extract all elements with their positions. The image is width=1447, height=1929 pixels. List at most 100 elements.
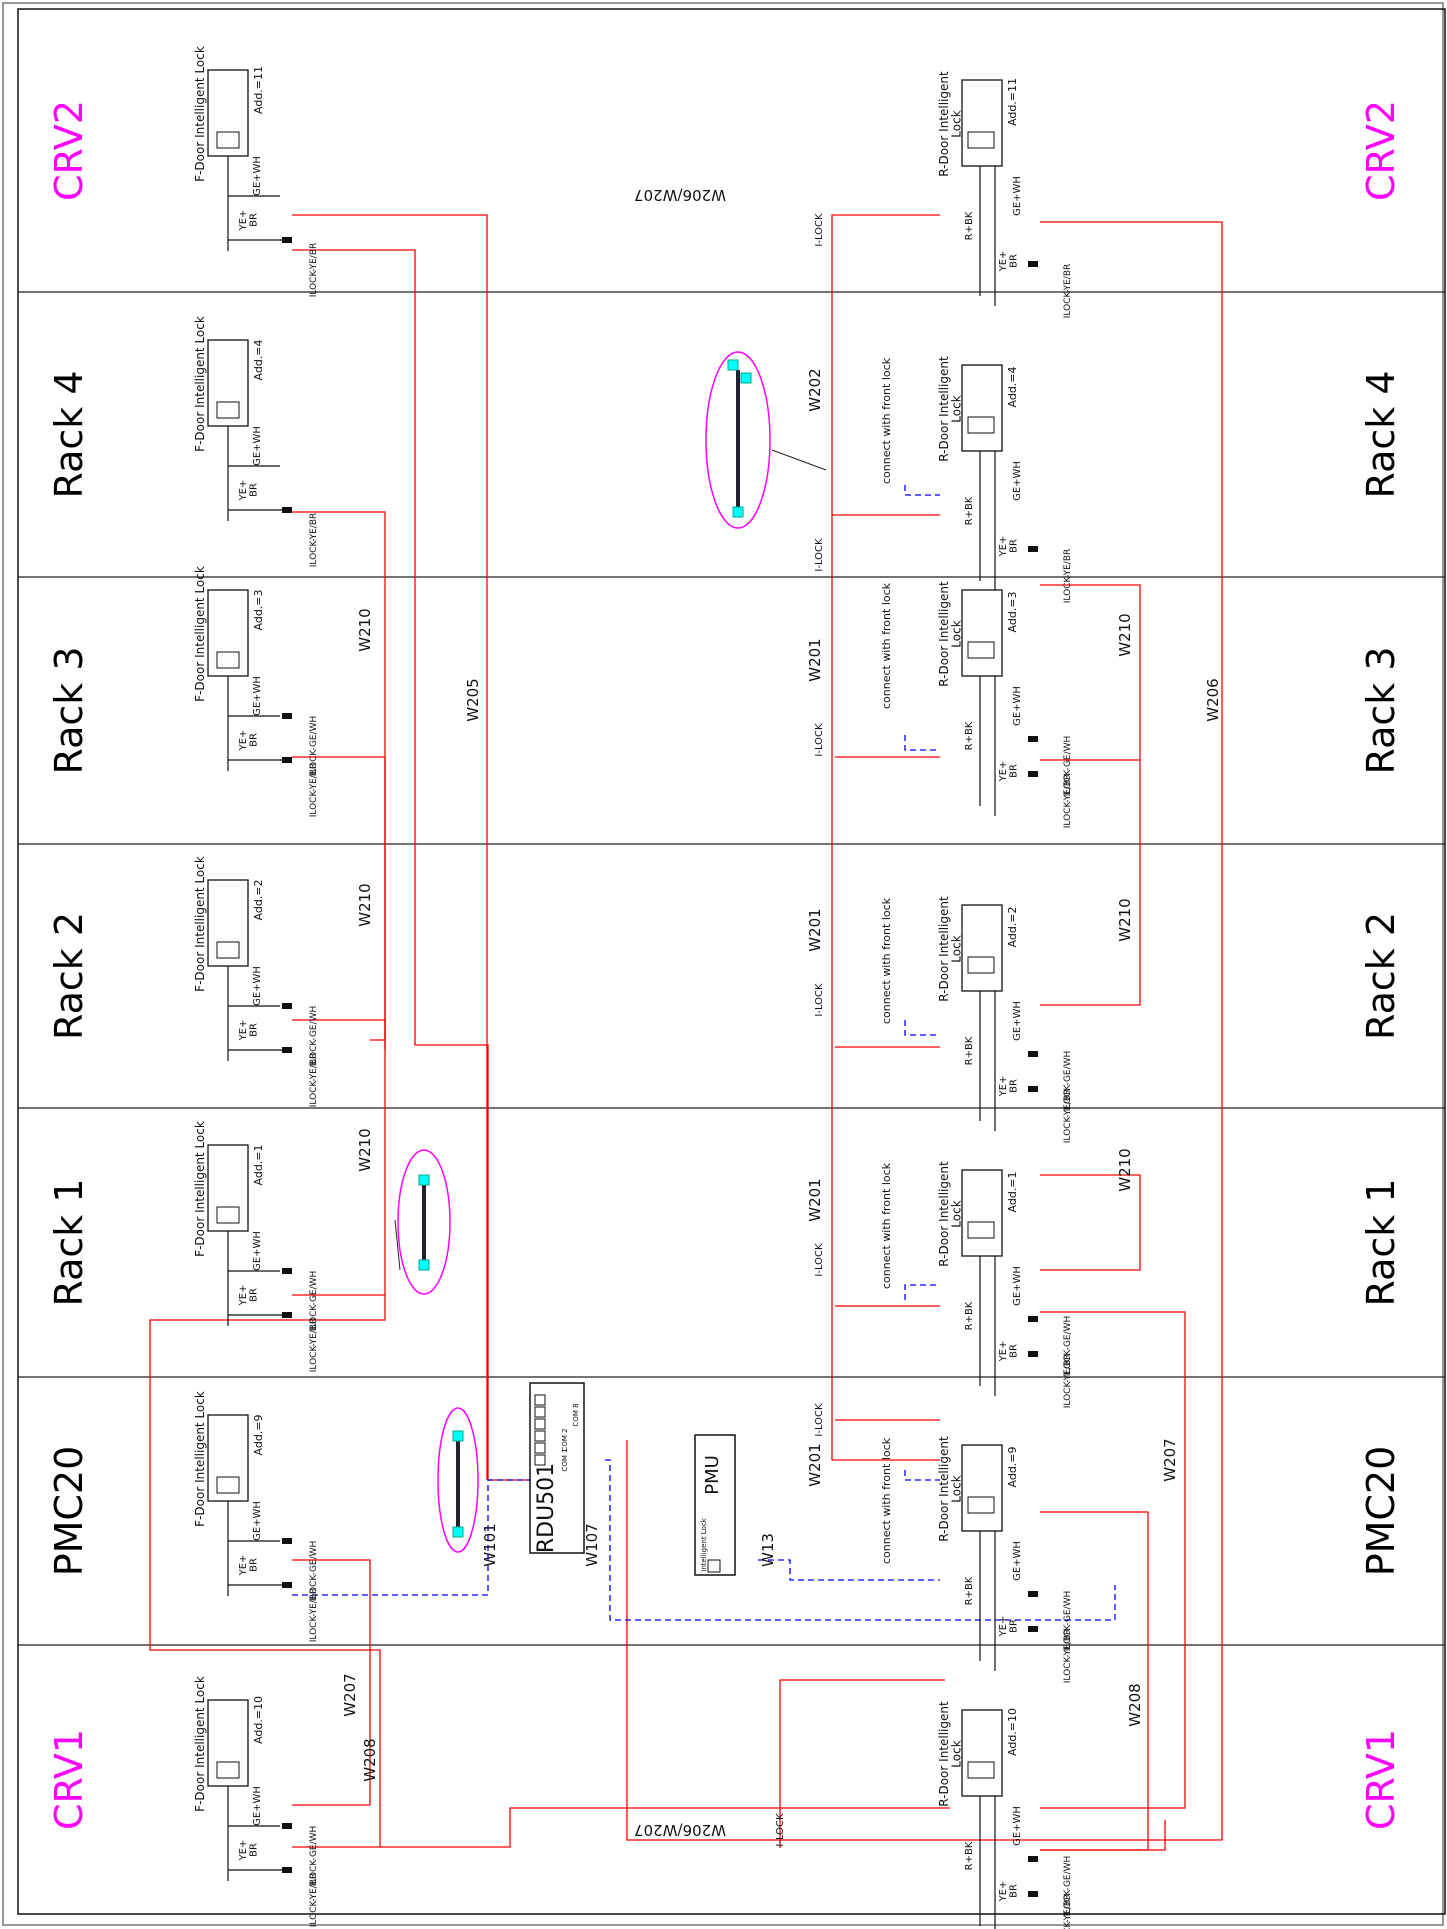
ilock-label-4-group: I-LOCK [814, 1243, 825, 1277]
rear-lock-address: Add.=1 [1006, 1171, 1019, 1212]
rear-lock-title: Lock [950, 1200, 964, 1227]
front-lock-title-group: F-Door Intelligent Lock [193, 46, 207, 182]
front-lock-address: Add.=1 [252, 1144, 265, 1185]
pmu-port [707, 1559, 721, 1573]
rear-lock-plate [967, 1221, 995, 1239]
row-label-left-rack4: Rack 4 [47, 370, 91, 498]
rear-lock-connector-label-group: ILOCK-YE/BR [1063, 1354, 1073, 1409]
front-lock-body [207, 1144, 249, 1232]
row-label-left-rack4-group: Rack 4 [47, 370, 91, 498]
rear-lock-pin: YE+ [998, 1076, 1009, 1098]
blue-wire-1 [605, 1459, 1116, 1621]
wire-label-7-group: W210 [1116, 1148, 1134, 1191]
front-lock-pin-group: GE+WH [252, 676, 263, 716]
front-lock-connector-label: ILOCK-GE/WH [309, 1826, 319, 1887]
rear-lock-pin-group: YE+ BR [998, 536, 1020, 558]
blue-wire-7 [904, 485, 940, 496]
rdu-label: RDU501 [534, 1463, 559, 1553]
rear-lock-pin: GE+WH [1012, 176, 1023, 216]
red-wire-17 [1040, 584, 1141, 1006]
rdu-com2-group: COM 2 [561, 1428, 569, 1451]
wire-label-19-group: W13 [759, 1533, 777, 1567]
rear-lock-connector-label: ILOCK-GE/WH [1063, 736, 1073, 797]
rear-lock-plate [967, 131, 995, 149]
ilock-label-5-group: I-LOCK [814, 1403, 825, 1437]
front-lock-pin: GE+WH [252, 966, 263, 1006]
wire-label-4-group: W210 [356, 1128, 374, 1171]
blue-wire-6 [904, 735, 940, 751]
rear-lock-address-group: Add.=11 [1006, 78, 1019, 126]
front-lock-connector-label: ILOCK-GE/WH [309, 1006, 319, 1067]
front-lock-address-group: Add.=4 [252, 339, 265, 380]
front-lock-connector [282, 1312, 292, 1318]
red-wire-3 [149, 756, 386, 1847]
front-lock-connector-label-group: ILOCK-YE/BR [309, 763, 319, 818]
front-lock-pin: BR [249, 1558, 260, 1572]
front-lock-pin: BR [249, 213, 260, 227]
wire-label-12-group: W201 [806, 1443, 824, 1486]
rear-lock-connector-label-group: ILOCK-GE/WH [1063, 736, 1073, 797]
rear-lock-address: Add.=11 [1006, 78, 1019, 126]
rear-lock-title: R-Door Intelligent [937, 1701, 951, 1807]
pmu-box [694, 1434, 736, 1576]
front-lock-pin: GE+WH [252, 156, 263, 196]
front-lock-pin-group: YE+ BR [238, 210, 260, 232]
red-wire-19 [626, 221, 1223, 1841]
front-lock-address-group: Add.=11 [252, 66, 265, 114]
wire-label-6-group: W210 [1116, 898, 1134, 941]
rear-lock-body [961, 1709, 1003, 1797]
front-lock-connector-label: ILOCK-YE/BR [309, 243, 319, 298]
ilock-label-3-group: I-LOCK [814, 983, 825, 1017]
rear-lock-address: Add.=2 [1006, 906, 1019, 947]
rear-lock-connector [1028, 1626, 1038, 1632]
row-label-left-rack2: Rack 2 [47, 912, 91, 1040]
wire-label-w206-w207-bottom: W206/W207 [634, 1821, 726, 1839]
front-lock-pin: GE+WH [252, 426, 263, 466]
rear-lock-pin-group: GE+WH [1012, 1266, 1023, 1306]
front-lock-pin: YE+ [238, 480, 249, 502]
row-label-left-crv1-group: CRV1 [47, 1729, 91, 1830]
wire-label-12: W201 [806, 1443, 824, 1486]
rear-lock-connector [1028, 736, 1038, 742]
rear-lock-pin: BR [1009, 1619, 1020, 1633]
front-lock-pin-group: GE+WH [252, 1501, 263, 1541]
rear-lock-pin: GE+WH [1012, 1001, 1023, 1041]
row-label-left-crv2: CRV2 [47, 100, 91, 201]
rear-lock-connector-label-group: ILOCK-GE/WH [1063, 1856, 1073, 1917]
row-label-left-rack3-group: Rack 3 [47, 646, 91, 774]
front-lock-address: Add.=10 [252, 1696, 265, 1744]
front-lock-address-group: Add.=9 [252, 1414, 265, 1455]
rear-lock-pin: R+BK [964, 496, 975, 525]
rear-lock-pin: BR [1009, 1884, 1020, 1898]
callout-leader [394, 1219, 401, 1271]
front-lock-plate [216, 401, 240, 419]
front-lock-pin: YE+ [238, 1285, 249, 1307]
front-lock-title: F-Door Intelligent Lock [193, 1676, 207, 1812]
rear-lock-pin: BR [1009, 539, 1020, 553]
front-lock-address: Add.=11 [252, 66, 265, 114]
front-lock-pin-group: GE+WH [252, 966, 263, 1006]
rdu-port [534, 1430, 546, 1442]
row-label-left-pmc20: PMC20 [47, 1446, 91, 1577]
rear-lock-pin: R+BK [964, 1576, 975, 1605]
rear-lock-connector-label-group: ILOCK-GE/WH [1063, 1051, 1073, 1112]
rdu-label-group: RDU501 [534, 1463, 559, 1553]
rear-lock-note-group: connect with front lock [880, 897, 893, 1024]
rear-lock-note: connect with front lock [880, 582, 893, 709]
red-wire-23 [779, 1679, 945, 1848]
red-wire-21 [1040, 1511, 1149, 1851]
red-wire-1 [292, 214, 488, 1480]
rear-lock-pin: YE+ [998, 1616, 1009, 1638]
rear-lock-connector-label-group: ILOCK-GE/WH [1063, 1591, 1073, 1652]
ilock-label-0: I-LOCK [814, 213, 825, 247]
wire-label-2: W210 [356, 608, 374, 651]
rear-lock-plate [967, 416, 995, 434]
front-lock-address-group: Add.=1 [252, 1144, 265, 1185]
wire-label-3-group: W210 [356, 883, 374, 926]
front-lock-pin: BR [249, 1023, 260, 1037]
red-wire-6 [292, 1559, 371, 1806]
